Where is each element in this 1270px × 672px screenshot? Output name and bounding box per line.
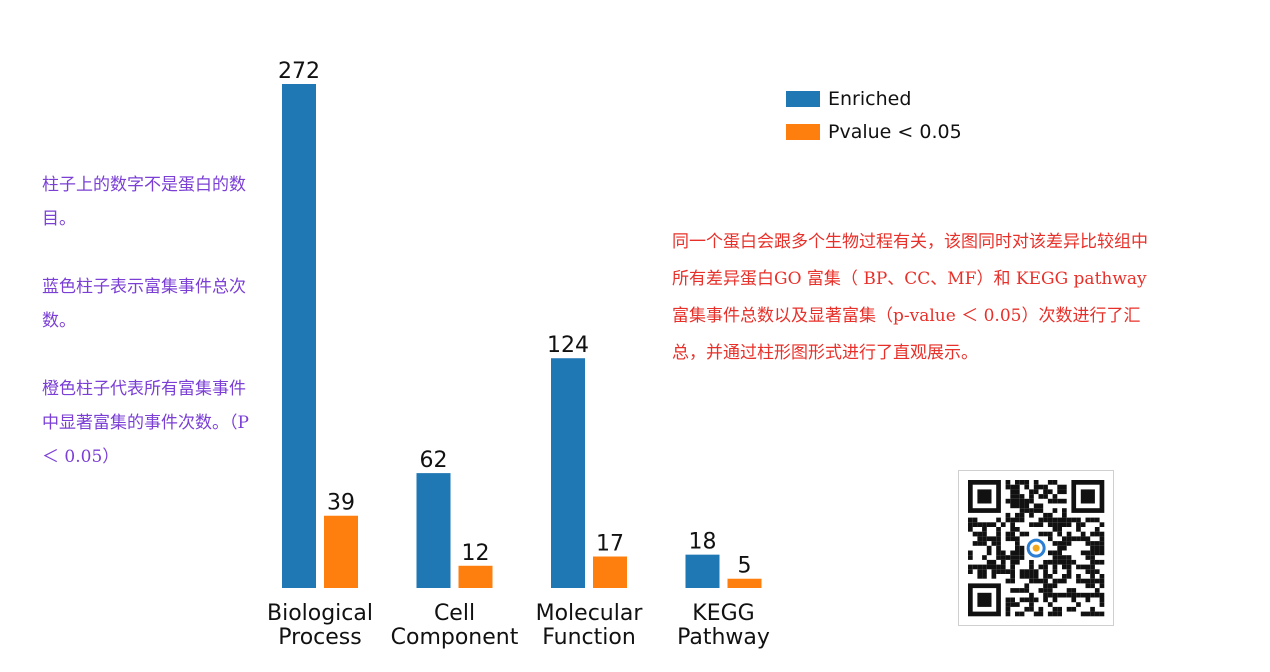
data-label-1-0: 39 bbox=[327, 491, 355, 516]
category-label-3-1: Pathway bbox=[677, 625, 770, 650]
category-label-0-1: Process bbox=[278, 625, 361, 650]
data-label-1-2: 17 bbox=[596, 532, 624, 557]
legend-item-enriched: Enriched bbox=[786, 82, 962, 115]
legend-label-pvalue: Pvalue < 0.05 bbox=[828, 120, 962, 143]
left-note-2: 蓝色柱子表示富集事件总次数。 bbox=[42, 277, 246, 331]
legend-swatch-pvalue bbox=[786, 123, 820, 140]
right-annotation: 同一个蛋白会跟多个生物过程有关，该图同时对该差异比较组中所有差异蛋白GO 富集（… bbox=[672, 232, 1148, 363]
legend-label-enriched: Enriched bbox=[828, 87, 912, 110]
data-label-0-0: 272 bbox=[278, 59, 320, 84]
bar-0-2 bbox=[551, 358, 585, 588]
bar-1-2 bbox=[593, 556, 627, 588]
bar-0-1 bbox=[416, 473, 451, 588]
bar-1-1 bbox=[458, 565, 493, 588]
category-label-2-0: Molecular bbox=[536, 601, 644, 626]
bar-1-0 bbox=[324, 515, 358, 588]
data-label-1-1: 12 bbox=[462, 541, 490, 566]
data-label-1-3: 5 bbox=[738, 554, 752, 579]
legend-swatch-enriched bbox=[786, 90, 820, 107]
bar-0-3 bbox=[685, 554, 720, 588]
bar-1-3 bbox=[727, 578, 762, 588]
left-annotation: 柱子上的数字不是蛋白的数目。 蓝色柱子表示富集事件总次数。 橙色柱子代表所有富集… bbox=[42, 168, 262, 508]
category-label-2-1: Function bbox=[542, 625, 636, 650]
category-label-1-1: Component bbox=[391, 625, 519, 650]
category-label-1-0: Cell bbox=[434, 601, 475, 626]
left-note-3: 橙色柱子代表所有富集事件中显著富集的事件次数。（P ＜ 0.05） bbox=[42, 379, 249, 467]
legend-item-pvalue: Pvalue < 0.05 bbox=[786, 115, 962, 148]
category-label-3-0: KEGG bbox=[692, 601, 754, 626]
qr-code-icon bbox=[958, 470, 1114, 626]
left-note-1: 柱子上的数字不是蛋白的数目。 bbox=[42, 175, 246, 229]
data-label-0-3: 18 bbox=[689, 530, 717, 555]
data-label-0-1: 62 bbox=[420, 448, 448, 473]
chart-legend: Enriched Pvalue < 0.05 bbox=[786, 82, 962, 148]
category-label-0-0: Biological bbox=[267, 601, 373, 626]
bar-0-0 bbox=[282, 84, 316, 588]
data-label-0-2: 124 bbox=[547, 333, 589, 358]
